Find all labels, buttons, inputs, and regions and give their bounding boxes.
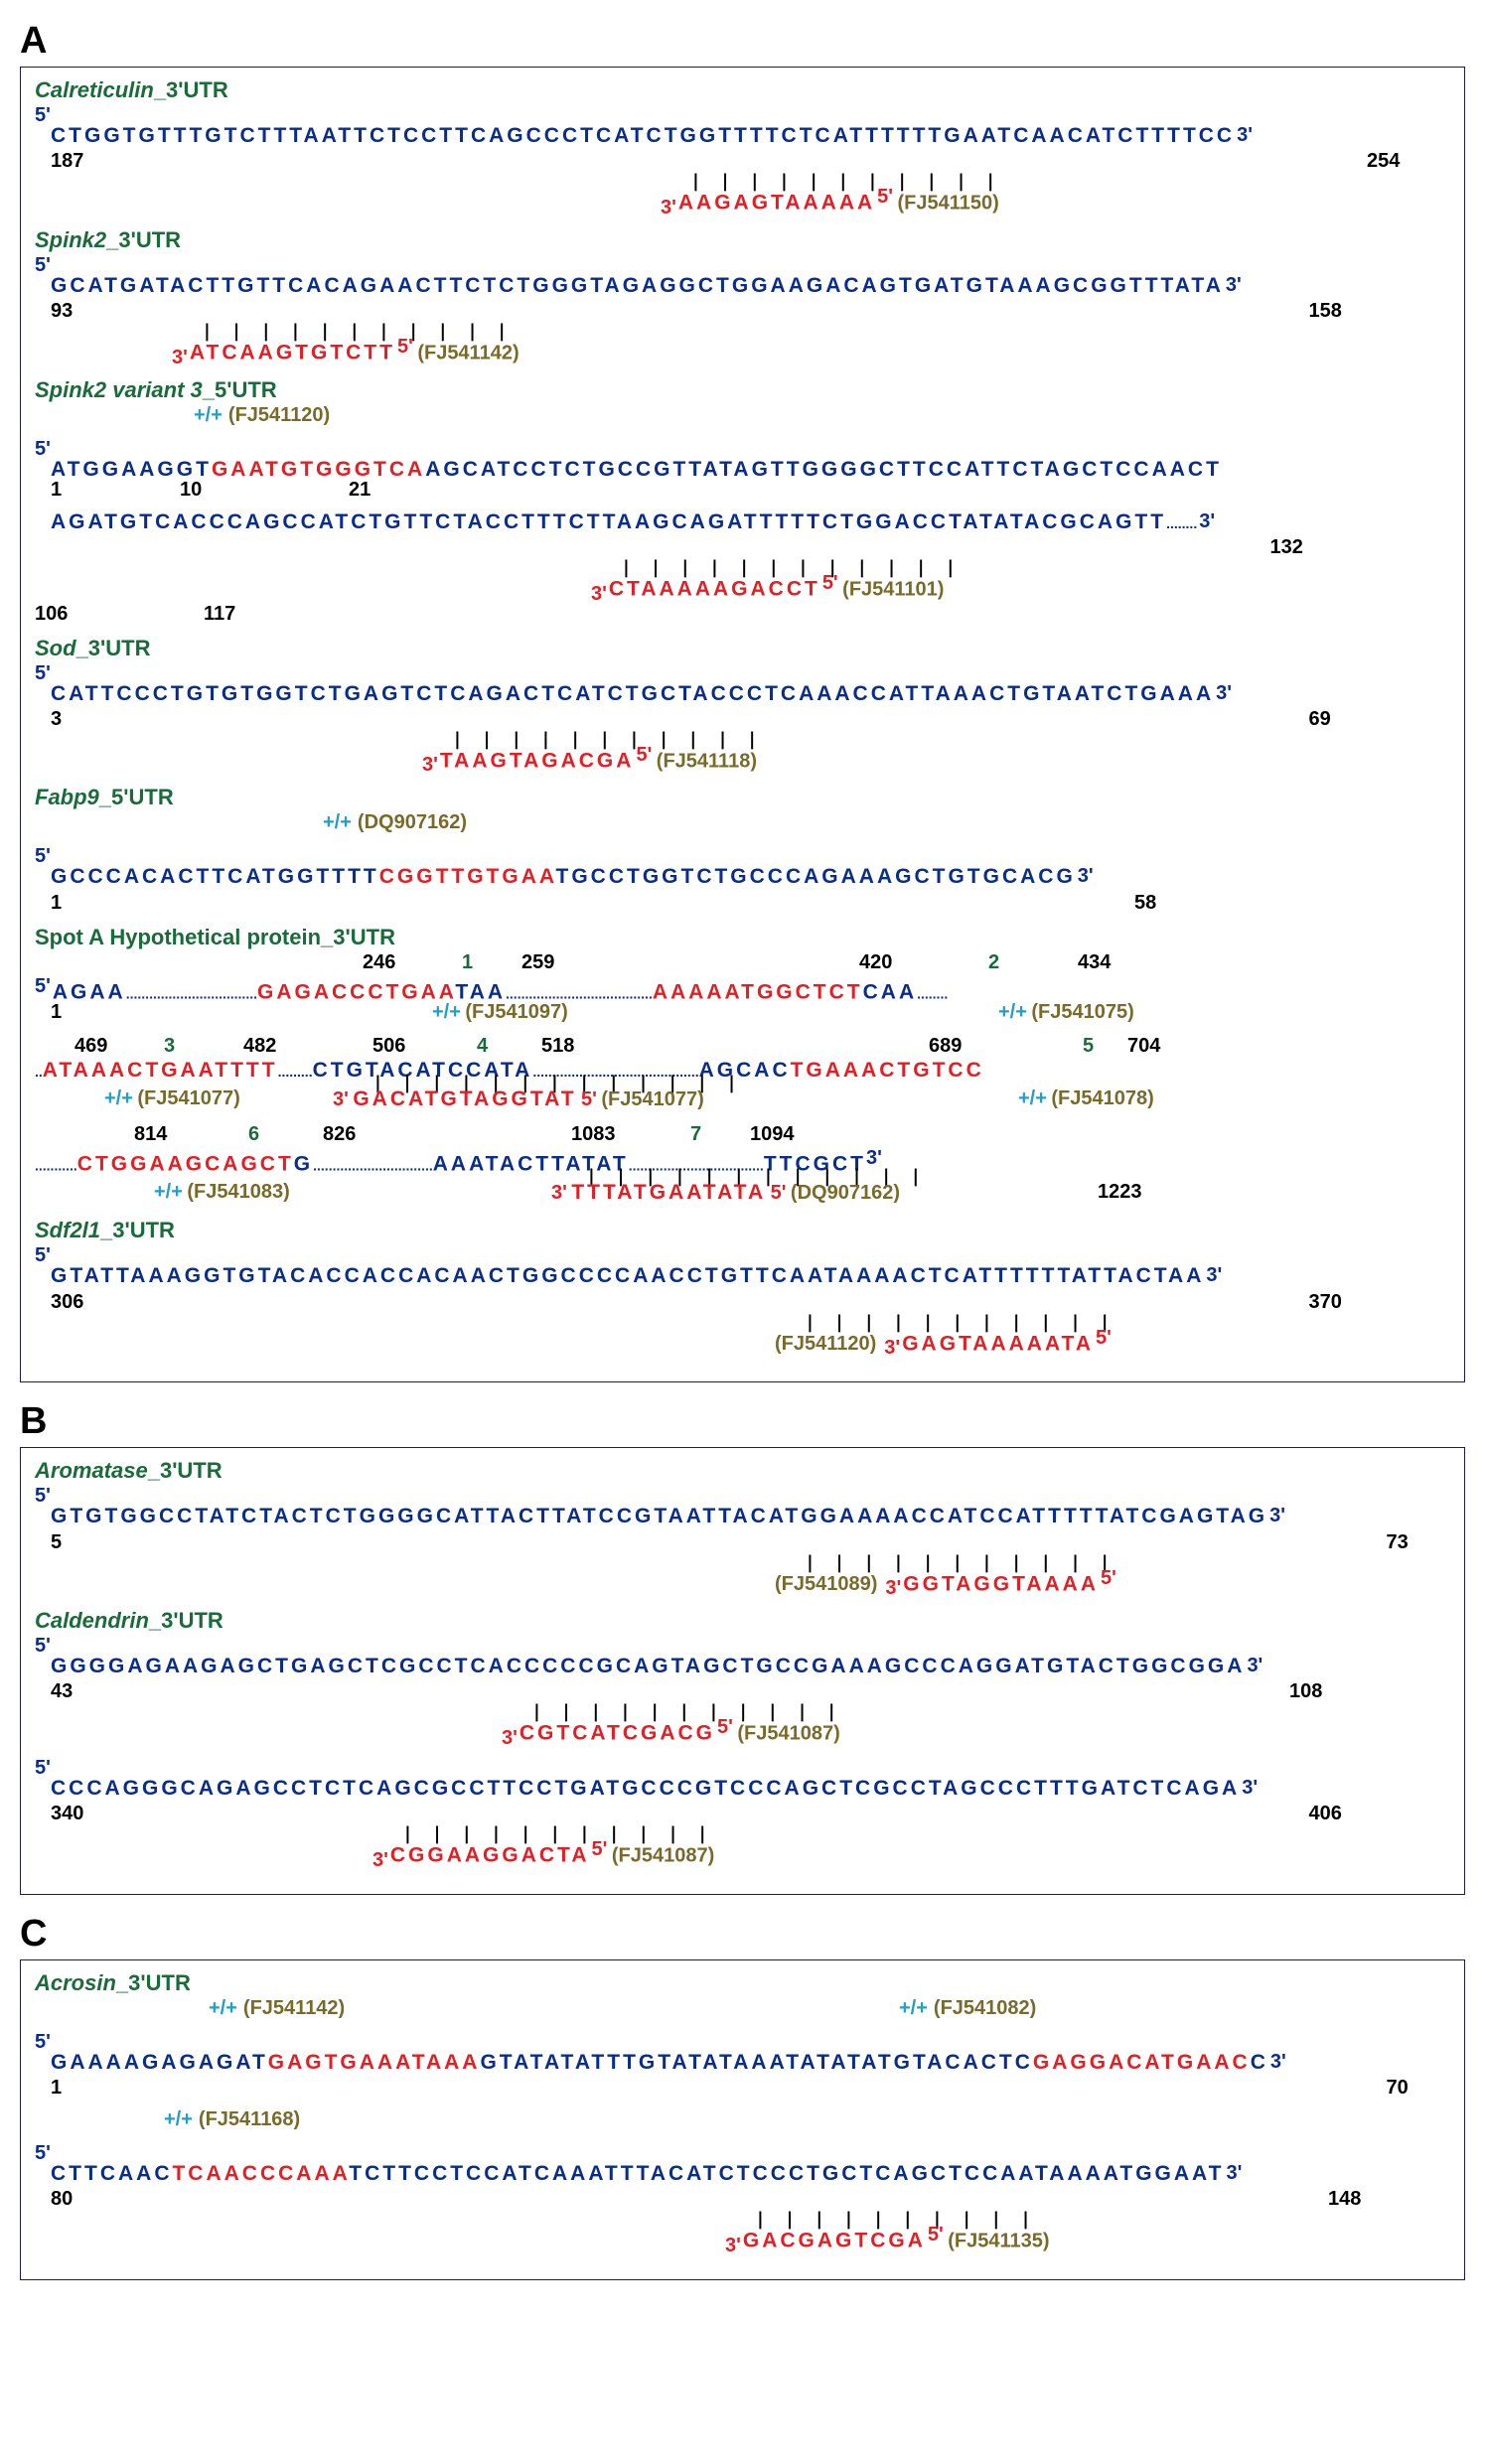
sequence-row: 5'GTATTAAAGGTGTACACCACCACAACTGGCCCCAACCT… (35, 1226, 1450, 1313)
sequence-row: | | | | | | | | | | |3'TAAGTAGACGA5' (FJ… (35, 733, 1450, 776)
sequence-row: 5'GAAAAGAGAGATGAGTGAAATAAAGTATATATTTGTAT… (35, 2012, 1450, 2100)
sequence-row: 5'GGGGAGAAGAGCTGAGCTCGCCTCACCCCCGCAGTAGC… (35, 1616, 1450, 1703)
gene-title: Acrosin_3'UTR (35, 1970, 1450, 1996)
panel-B-box: Aromatase_3'UTR5'GTGTGGCCTATCTACTCTGGGGC… (20, 1447, 1465, 1895)
panel-C-label: C (20, 1913, 1465, 1956)
sequence-row: 246125942024345'AGAA....................… (35, 952, 1450, 1026)
sequence-row: 5'GCCCACACTTCATGGTTTTCGGTTGTGAATGCCTGGTC… (35, 826, 1450, 914)
sequence-row: | | | | | | | | | | |(FJ541120)3'GAGTAAA… (35, 1316, 1450, 1359)
sequence-row: 5'GCATGATACTTGTTCACAGAACTTCTCTGGGTAGAGGC… (35, 235, 1450, 323)
sequence-row: | | | | | | | | | | | |3'CTAAAAAGACCT5' … (35, 561, 1450, 626)
gene-title: Spink2 variant 3_5'UTR (35, 377, 1450, 403)
sequence-row: 5'ATGGAAGGTGAATGTGGGTCAAGCATCCTCTGCCGTTA… (35, 419, 1450, 502)
sequence-row: AGATGTCACCCAGCCATCTGTTCTACCTTTCTTAAGCAGA… (35, 492, 1450, 559)
sequence-row: 5'CATTCCCTGTGTGGTCTGAGTCTCAGACTCATCTGCTA… (35, 644, 1450, 731)
sequence-row: | | | | | | | | | | |3'CGGAAGGACTA5' (FJ… (35, 1827, 1450, 1870)
sequence-row: 8146826108371094...........CTGGAAGCAGCTG… (35, 1124, 1450, 1208)
panel-A-box: Calreticulin_3'UTR5'CTGGTGTTTGTCTTTAATTC… (20, 67, 1465, 1382)
sequence-row: 469348250645186895704..ATAAACTGAATTTT...… (35, 1036, 1450, 1114)
panel-A-label: A (20, 20, 1465, 63)
sequence-row: | | | | | | | | | |3'GACGAGTCGA5' (FJ541… (35, 2213, 1450, 2255)
sequence-row: 5'GTGTGGCCTATCTACTCTGGGGCATTACTTATCCGTAA… (35, 1466, 1450, 1553)
sequence-row: | | | | | | | | | | |3'ATCAAGTGTCTT5' (F… (35, 325, 1450, 367)
sequence-row: 5'CTGGTGTTTGTCTTTAATTCTCCTTCAGCCCTCATCTG… (35, 85, 1450, 173)
panel-C-box: Acrosin_3'UTR+/+(FJ541142)+/+(FJ541082)5… (20, 1959, 1465, 2280)
sequence-row: | | | | | | | | | | |(FJ541089)3'GGTAGGT… (35, 1556, 1450, 1599)
gene-title: Spot A Hypothetical protein_3'UTR (35, 925, 1450, 950)
sequence-row: | | | | | | | | | | |3'AAGAGTAAAAA5' (FJ… (35, 175, 1450, 217)
panel-B-label: B (20, 1400, 1465, 1443)
sequence-row: 5'CCCAGGGCAGAGCCTCTCAGCGCCTTCCTGATGCCCGT… (35, 1738, 1450, 1825)
gene-title: Fabp9_5'UTR (35, 785, 1450, 810)
sequence-row: 5'CTTCAACTCAACCCAAATCTTCCTCCATCAAATTTACA… (35, 2123, 1450, 2211)
